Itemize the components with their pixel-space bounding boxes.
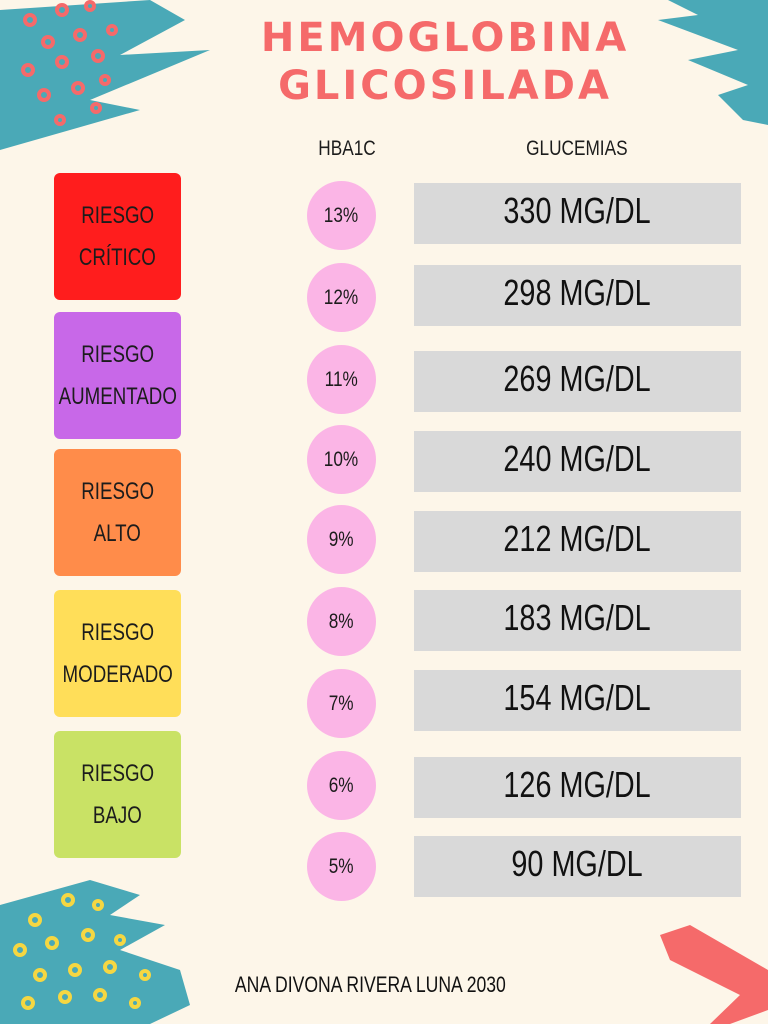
hba1c-circle: 11% [307,345,376,414]
glucemia-box: 154 MG/DL [414,670,741,731]
glucemia-box: 126 MG/DL [414,757,741,818]
risk-label-line2: CRÍTICO [79,243,156,271]
glucemia-box: 298 MG/DL [414,265,741,326]
hba1c-circle: 5% [307,832,376,901]
glucemia-value: 298 MG/DL [503,272,652,313]
glucemia-value: 183 MG/DL [503,597,652,638]
glucemia-value: 240 MG/DL [503,438,652,479]
hba1c-value: 10% [324,447,359,471]
brush-decoration-top-left [0,0,210,150]
risk-low-box: RIESGO BAJO [54,731,181,858]
hba1c-value: 7% [329,691,354,715]
glucemia-box: 330 MG/DL [414,183,741,244]
hba1c-circle: 9% [307,505,376,574]
glucemia-value: 126 MG/DL [503,764,652,805]
risk-label-line1: RIESGO [81,201,154,229]
hba1c-circle: 13% [307,181,376,250]
hba1c-value: 11% [324,367,359,391]
hba1c-value: 12% [324,285,359,309]
risk-label-line2: ALTO [93,519,142,547]
risk-high-box: RIESGO ALTO [54,449,181,576]
risk-critical-box: RIESGO CRÍTICO [54,173,181,300]
glucemias-column-header: GLUCEMIAS [526,137,628,160]
risk-increased-box: RIESGO AUMENTADO [54,312,181,439]
risk-label-line1: RIESGO [81,618,154,646]
glucemia-value: 330 MG/DL [503,190,652,231]
hba1c-value: 9% [329,527,354,551]
page-title: HEMOGLOBINA GLICOSILADA [0,14,768,110]
risk-label-line2: MODERADO [62,660,173,688]
title-line-2: GLICOSILADA [278,63,612,109]
glucemia-box: 212 MG/DL [414,511,741,572]
glucemia-box: 269 MG/DL [414,351,741,412]
brush-decoration-top-right [658,0,768,125]
glucemia-box: 240 MG/DL [414,431,741,492]
author-name: ANA DIVONA RIVERA LUNA 2030 [234,972,506,997]
glucemia-value: 269 MG/DL [503,358,652,399]
title-line-1: HEMOGLOBINA [260,15,630,61]
hba1c-value: 13% [324,203,359,227]
hba1c-value: 5% [329,854,354,878]
brush-decoration-bottom-left [0,880,190,1024]
glucemia-box: 90 MG/DL [414,836,741,897]
glucemia-value: 154 MG/DL [503,677,652,718]
hba1c-circle: 8% [307,587,376,656]
hba1c-value: 6% [329,773,354,797]
glucemia-value: 212 MG/DL [503,518,652,559]
risk-label-line1: RIESGO [81,340,154,368]
hba1c-circle: 12% [307,263,376,332]
risk-label-line2: AUMENTADO [58,382,177,410]
hba1c-circle: 6% [307,751,376,820]
glucemia-value: 90 MG/DL [511,843,644,884]
hba1c-circle: 10% [307,425,376,494]
risk-label-line2: BAJO [93,801,142,829]
brush-decoration-bottom-right [660,925,768,1024]
hba1c-circle: 7% [307,669,376,738]
risk-label-line1: RIESGO [81,477,154,505]
author-footer: ANA DIVONA RIVERA LUNA 2030 [0,972,740,998]
risk-label-line1: RIESGO [81,759,154,787]
risk-moderate-box: RIESGO MODERADO [54,590,181,717]
hba1c-value: 8% [329,609,354,633]
glucemia-box: 183 MG/DL [414,590,741,651]
hba1c-column-header: HBA1C [318,137,376,160]
